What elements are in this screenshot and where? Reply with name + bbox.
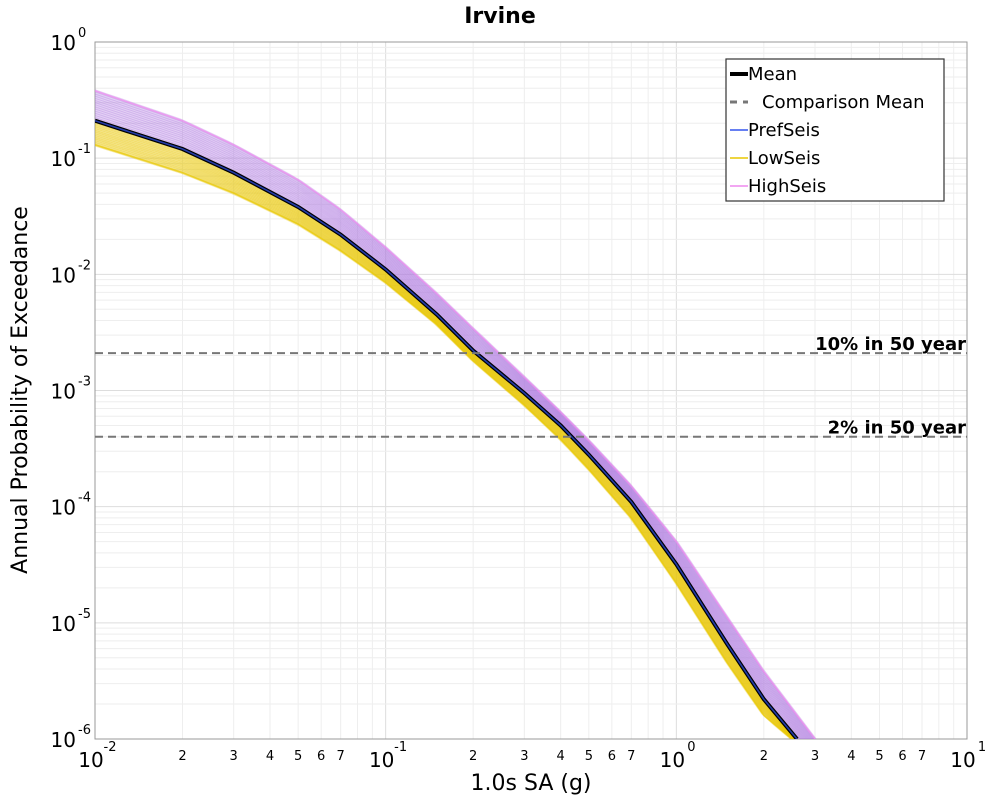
x-minor-tick-label: 3 [520,749,528,764]
lowseis-band-branch [95,143,795,739]
x-minor-tick-label: 5 [875,749,883,764]
curves [95,89,817,739]
y-tick-exponent: -2 [78,258,91,273]
highseis-band-branch [95,110,805,739]
highseis-band-branch [95,112,804,739]
x-tick-label: 10 [369,748,394,772]
x-minor-tick-label: 6 [608,749,616,764]
lowseis-band-branch [95,136,797,739]
highseis-band-branch [95,104,809,739]
y-tick-exponent: 0 [78,26,86,41]
chart-title: Irvine [464,4,536,29]
reference-line-label: 2% in 50 year [828,418,966,439]
lowseis-band-branch [95,121,799,739]
reference-line-label: 10% in 50 year [815,334,966,355]
x-tick-exponent: 0 [687,740,695,755]
highseis-band-branch [95,119,799,739]
y-tick-exponent: -1 [78,142,91,157]
legend-label: Comparison Mean [762,92,925,113]
legend: Mean Comparison Mean PrefSeis LowSeis HighSe… [725,58,945,202]
y-tick-label: 10 [51,728,76,752]
y-tick-label: 10 [51,147,76,171]
highseis-band-branch [95,97,813,739]
x-tick-label: 10 [78,748,103,772]
legend-label: PrefSeis [748,120,820,141]
y-tick-label: 10 [51,263,76,287]
y-tick-exponent: -3 [78,375,91,390]
highseis-band-branch [95,115,802,739]
highseis-band-branch [95,108,806,739]
y-tick-label: 10 [51,496,76,520]
highseis-band-branch [95,100,811,739]
lowseis-band-branch [95,127,798,739]
highseis-band-branch [95,91,816,739]
lowseis-band-branch [95,126,798,739]
legend-label: LowSeis [748,148,820,169]
x-tick-exponent: 1 [978,740,986,755]
x-axis-label: 1.0s SA (g) [471,771,592,796]
y-tick-exponent: -6 [78,723,91,738]
x-minor-tick-label: 7 [918,749,926,764]
reference-lines: 10% in 50 year 2% in 50 year [95,334,967,439]
highseis-band-branch [95,93,815,739]
highseis-band-branch [95,95,814,739]
x-minor-tick-label: 5 [294,749,302,764]
x-minor-tick-label: 6 [317,749,325,764]
highseis-band-branch [95,106,808,739]
series-mean-line [95,118,799,739]
series-lowseis-line [95,144,793,739]
x-minor-tick-label: 4 [266,749,274,764]
lowseis-band-branch [95,140,796,739]
lowseis-band-branch [95,141,795,739]
x-minor-tick-label: 3 [811,749,819,764]
highseis-band-branch [95,89,817,739]
x-minor-tick-label: 7 [627,749,635,764]
lowseis-band-branch [95,129,798,739]
x-tick-exponent: -2 [104,740,117,755]
x-tick-exponent: -1 [394,740,407,755]
curve-group [95,89,817,739]
highseis-band-branch [95,102,810,739]
x-minor-tick-label: 6 [898,749,906,764]
lowseis-band-branch [95,122,799,739]
y-tick-label: 10 [51,612,76,636]
lowseis-band-branch [95,133,797,739]
y-tick-label: 10 [51,380,76,404]
x-minor-tick-label: 3 [230,749,238,764]
plot-area [94,41,968,740]
grid [94,42,967,740]
legend-label: HighSeis [748,176,826,197]
lowseis-band-branch [95,134,797,739]
x-minor-tick-label: 5 [585,749,593,764]
x-minor-tick-label: 7 [337,749,345,764]
legend-box [725,58,945,202]
lowseis-band-branch [95,131,797,739]
lowseis-band-branch [95,124,799,739]
highseis-band-branch [95,117,801,739]
x-minor-tick-label: 4 [557,749,565,764]
x-minor-tick-label: 2 [178,749,186,764]
x-tick-label: 10 [950,748,975,772]
y-axis-label: Annual Probability of Exceedance [8,206,33,574]
x-minor-tick-label: 2 [760,749,768,764]
y-tick-label: 10 [51,31,76,55]
lowseis-band-branch [95,138,796,739]
x-minor-tick-label: 4 [847,749,855,764]
x-minor-tick-label: 2 [469,749,477,764]
lowseis-band-branch [95,119,799,739]
x-tick-label: 10 [660,748,685,772]
y-tick-exponent: -5 [78,607,91,622]
series-prefseis-line [95,119,798,739]
y-tick-exponent: -4 [78,491,91,506]
legend-label: Mean [748,64,797,85]
series-highseis-line [95,90,816,739]
